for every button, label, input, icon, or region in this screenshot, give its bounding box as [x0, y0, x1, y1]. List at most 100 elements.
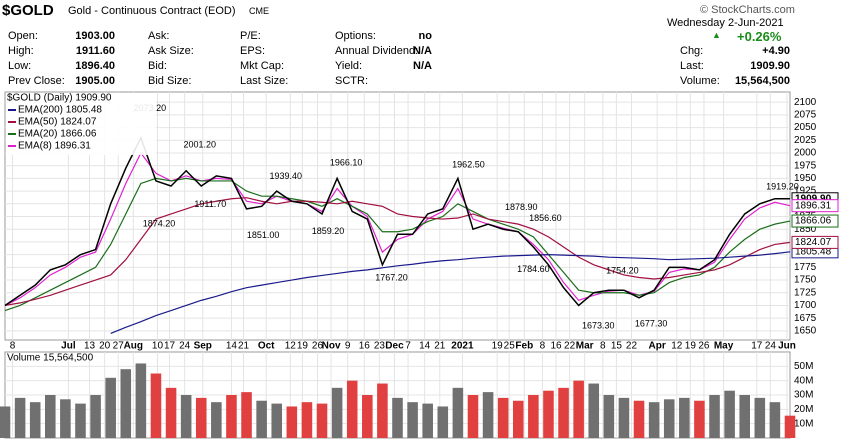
last-value-box	[791, 199, 839, 213]
legend-entry: $GOLD (Daily) 1909.90	[7, 93, 112, 104]
field-value: 15,564,500	[734, 75, 790, 87]
legend-entry: EMA(8) 1896.31	[18, 141, 91, 152]
volume-bar	[467, 395, 479, 438]
field-label: Open:	[8, 30, 38, 42]
volume-bar	[784, 415, 796, 438]
field-label: Prev Close:	[8, 75, 65, 87]
volume-bar	[558, 387, 569, 438]
volume-bar	[769, 402, 781, 438]
y-tick-label: 20M	[794, 404, 813, 415]
volume-bar	[195, 397, 207, 438]
last-value-label: 1909.90	[795, 193, 832, 204]
y-tick-label: 1975	[794, 160, 817, 171]
volume-bar	[241, 392, 252, 438]
x-tick-label: 17	[751, 341, 763, 352]
field-label: Chg:	[680, 45, 704, 57]
field-value: 1896.40	[75, 60, 115, 72]
x-tick-label: Sep	[194, 341, 212, 352]
x-tick-label: 16	[359, 341, 371, 352]
y-tick-label: 1650	[794, 325, 817, 336]
last-value-label: 1896.31	[795, 200, 832, 211]
volume-bar	[724, 390, 735, 438]
x-tick-label: 12	[285, 341, 297, 352]
x-tick-label: 19	[297, 341, 309, 352]
field-value: 1905.00	[75, 75, 115, 87]
field-label: Ask:	[148, 30, 170, 42]
x-tick-label: 13	[84, 341, 96, 352]
volume-bar	[271, 403, 283, 438]
volume-bar	[180, 395, 192, 438]
price-annotation: 1878.90	[505, 202, 538, 212]
volume-bar	[588, 383, 600, 438]
field-label: Bid:	[148, 60, 167, 72]
x-tick-label: 8	[540, 341, 546, 352]
x-tick-label: 19	[685, 341, 697, 352]
field-label: Mkt Cap:	[240, 60, 285, 72]
price-annotation: 1673.30	[582, 320, 615, 330]
x-tick-label: Mar	[576, 341, 594, 352]
ema-line	[4, 197, 791, 307]
x-tick-label: 2021	[451, 341, 474, 352]
ema-line	[4, 151, 791, 306]
x-tick-label: 8	[10, 341, 16, 352]
price-annotation: 1919.20	[766, 181, 799, 191]
volume-bar	[301, 402, 313, 438]
field-label: Last:	[680, 60, 704, 72]
volume-bar	[709, 395, 720, 438]
field-label: SCTR:	[335, 75, 368, 87]
ema-line	[110, 251, 791, 334]
x-tick-label: 9	[345, 341, 351, 352]
volume-bar	[422, 403, 433, 438]
y-tick-label: 2025	[794, 135, 817, 146]
x-tick-label: Aug	[124, 341, 143, 352]
field-label: Ask Size:	[148, 45, 194, 57]
volume-bar	[105, 377, 116, 438]
volume-bar	[754, 397, 766, 438]
volume-bar	[165, 387, 177, 438]
volume-bar	[331, 387, 343, 438]
volume-bar	[633, 400, 645, 438]
x-tick-label: 26	[698, 341, 710, 352]
price-annotation: 1911.70	[194, 199, 226, 209]
x-tick-label: 8	[600, 341, 606, 352]
volume-bar	[135, 363, 147, 438]
price-annotation: 1767.20	[375, 273, 408, 283]
last-value-label: 1866.06	[795, 216, 832, 227]
field-value: +4.90	[762, 45, 790, 57]
volume-bar	[648, 402, 660, 438]
price-annotation: 1939.40	[270, 171, 303, 181]
x-tick-label: Dec	[385, 341, 404, 352]
volume-bar	[0, 406, 11, 438]
field-value: no	[418, 30, 432, 42]
x-tick-label: 15	[611, 341, 623, 352]
last-value-label: 1805.48	[795, 246, 832, 257]
y-tick-label: 2075	[794, 110, 817, 121]
volume-bar	[452, 387, 464, 438]
y-tick-label: 1950	[794, 173, 817, 184]
x-tick-label: 14	[226, 341, 238, 352]
price-annotation: 2001.20	[183, 140, 216, 150]
volume-bar	[14, 397, 26, 438]
x-tick-label: 25	[504, 341, 516, 352]
field-label: Annual Dividend:	[335, 45, 419, 57]
symbol: $GOLD	[2, 2, 54, 19]
y-tick-label: 30M	[794, 390, 813, 401]
volume-bar	[512, 400, 524, 438]
x-tick-label: 12	[671, 341, 683, 352]
y-tick-label: 1750	[794, 275, 817, 286]
volume-bar	[603, 395, 615, 438]
field-label: Low:	[8, 60, 32, 72]
y-tick-label: 1775	[794, 262, 817, 273]
x-tick-label: Feb	[515, 341, 533, 352]
volume-bar	[739, 395, 750, 438]
volume-bar	[392, 397, 403, 438]
field-label: P/E:	[240, 30, 261, 42]
field-label: High:	[8, 45, 34, 57]
volume-bar	[286, 406, 298, 438]
volume-bar	[256, 400, 267, 438]
legend-box	[6, 93, 156, 155]
x-tick-label: 27	[113, 341, 125, 352]
field-value: 1909.90	[750, 60, 790, 72]
x-tick-label: 10	[152, 341, 164, 352]
